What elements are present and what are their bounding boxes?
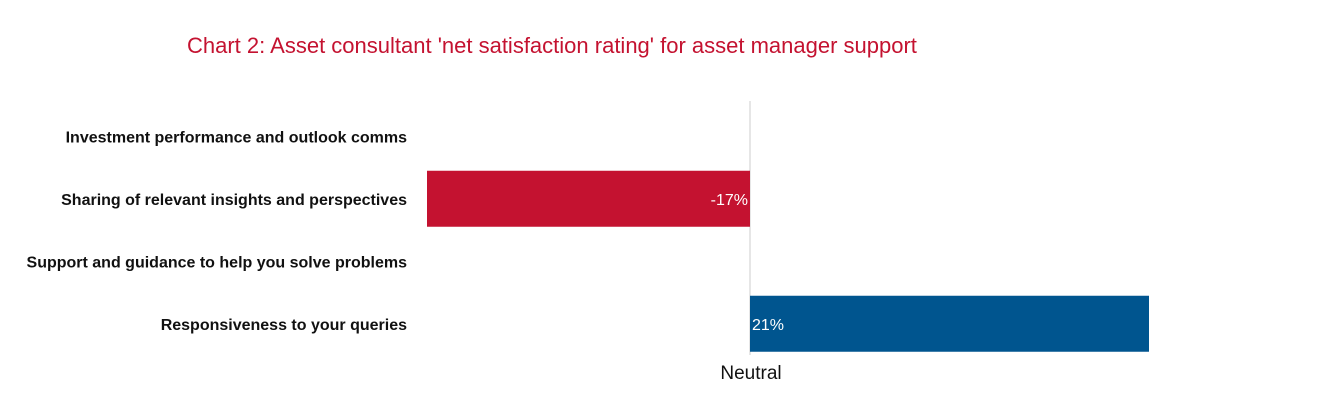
chart-title: Chart 2: Asset consultant 'net satisfact… bbox=[187, 33, 917, 58]
data-label: 21% bbox=[752, 317, 784, 334]
category-label: Investment performance and outlook comms bbox=[66, 129, 408, 146]
data-label: -17% bbox=[711, 192, 748, 209]
category-label: Responsiveness to your queries bbox=[161, 317, 407, 334]
category-label: Sharing of relevant insights and perspec… bbox=[61, 192, 407, 209]
bar bbox=[750, 295, 1149, 352]
x-axis-label: Neutral bbox=[720, 363, 781, 384]
category-label: Support and guidance to help you solve p… bbox=[27, 254, 408, 271]
bar bbox=[427, 170, 750, 227]
